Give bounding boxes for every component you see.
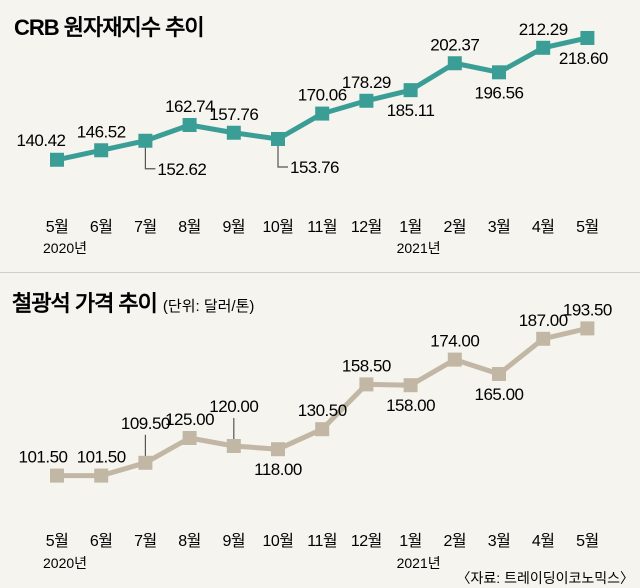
iron-ore-chart-title: 철광석 가격 추이: [12, 291, 157, 316]
ironore-value-label: 101.50: [19, 448, 68, 467]
crb-point-marker: [226, 125, 241, 140]
crb-value-label: 185.11: [387, 101, 435, 120]
crb-value-label: 202.37: [430, 35, 479, 54]
crb-point-marker: [315, 106, 330, 121]
ironore-value-label: 158.00: [386, 396, 435, 415]
ironore-point-marker: [536, 331, 551, 346]
crb-value-label: 212.29: [519, 20, 568, 39]
crb-point-marker: [359, 93, 374, 108]
iron-ore-title-group: 철광석 가격 추이 (단위: 달러/톤): [12, 291, 254, 316]
source-note: 〈자료: 트레이딩이코노믹스〉: [457, 570, 634, 586]
ironore-value-label: 109.50: [121, 414, 170, 433]
ironore-point-marker: [94, 468, 109, 483]
crb-value-label: 178.29: [342, 73, 391, 92]
ironore-point-marker: [50, 468, 64, 483]
crb-x-tick-label: 5월: [46, 218, 69, 236]
crb-point-marker: [271, 131, 285, 146]
section-divider: [0, 272, 640, 273]
crb-value-label: 153.76: [290, 158, 339, 177]
ironore-x-tick-label: 1월: [399, 532, 422, 550]
crb-point-marker: [182, 117, 197, 132]
ironore-point-marker: [359, 377, 374, 392]
crb-x-tick-label: 10월: [262, 218, 293, 236]
crb-value-label: 196.56: [475, 83, 524, 102]
crb-x-tick-label: 8월: [178, 218, 201, 236]
ironore-x-tick-label: 10월: [262, 532, 293, 550]
ironore-year-label: 2021년: [397, 555, 441, 571]
ironore-x-tick-label: 12월: [351, 532, 382, 550]
crb-year-label: 2021년: [397, 240, 441, 256]
crb-point-marker: [138, 133, 153, 148]
ironore-value-label: 120.00: [209, 397, 258, 416]
ironore-value-label: 165.00: [475, 385, 524, 404]
ironore-value-label: 158.50: [342, 356, 391, 375]
ironore-x-tick-label: 6월: [90, 532, 113, 550]
crb-point-marker: [403, 83, 418, 98]
crb-x-tick-label: 3월: [488, 218, 511, 236]
crb-leader-2: [144, 140, 156, 170]
crb-point-marker: [447, 56, 462, 71]
ironore-x-tick-label: 3월: [488, 532, 511, 550]
crb-x-tick-label: 11월: [307, 218, 337, 236]
crb-value-label: 140.42: [17, 131, 66, 150]
crb-index-chart: CRB 원자재지수 추이 140.42 146.52 152.62 162.74157…: [14, 15, 608, 256]
crb-x-tick-label: 7월: [134, 218, 157, 236]
ironore-value-label: 187.00: [519, 311, 568, 330]
crb-value-label: 218.60: [559, 49, 608, 68]
crb-point-marker: [94, 143, 109, 158]
ironore-x-tick-label: 5월: [46, 532, 69, 550]
crb-point-marker: [492, 65, 506, 80]
ironore-value-label: 101.50: [77, 448, 126, 467]
crb-point-marker: [50, 152, 64, 167]
crb-point-marker: [536, 40, 551, 55]
ironore-x-tick-label: 7월: [134, 532, 157, 550]
ironore-value-label: 174.00: [430, 332, 479, 351]
ironore-x-tick-label: 9월: [222, 532, 245, 550]
ironore-point-marker: [580, 321, 595, 336]
crb-x-tick-label: 5월: [576, 218, 599, 236]
ironore-value-label: 125.00: [165, 410, 214, 429]
ironore-point-marker: [138, 455, 153, 470]
crb-x-tick-label: 6월: [90, 218, 113, 236]
ironore-year-label: 2020년: [43, 555, 87, 571]
ironore-x-tick-label: 8월: [178, 532, 201, 550]
crb-value-label: 170.06: [298, 86, 347, 105]
crb-x-tick-label: 1월: [399, 218, 422, 236]
ironore-x-tick-label: 2월: [443, 532, 466, 550]
ironore-point-marker: [403, 378, 418, 393]
crb-point-marker: [580, 30, 595, 45]
ironore-point-marker: [447, 352, 462, 367]
iron-ore-unit-label: (단위: 달러/톤): [163, 298, 255, 315]
ironore-point-marker: [492, 367, 506, 381]
crb-x-tick-label: 12월: [351, 218, 382, 236]
ironore-value-label: 118.00: [254, 460, 302, 479]
crb-x-tick-label: 4월: [532, 218, 555, 236]
iron-ore-chart: 철광석 가격 추이 (단위: 달러/톤) 101.50 101.50109.5012…: [12, 291, 612, 571]
ironore-x-tick-label: 11월: [307, 532, 337, 550]
ironore-x-tick-label: 5월: [576, 532, 599, 550]
crb-value-label: 152.62: [157, 160, 206, 179]
crb-value-label: 146.52: [77, 122, 126, 141]
ironore-point-marker: [315, 422, 330, 437]
crb-value-label: 157.76: [209, 105, 258, 124]
crb-leader-5: [277, 138, 288, 168]
ironore-point-marker: [226, 439, 241, 453]
ironore-point-marker: [271, 442, 285, 457]
crb-x-tick-label: 2월: [443, 218, 466, 236]
crb-value-label: 162.74: [165, 97, 214, 116]
ironore-value-label: 193.50: [563, 300, 612, 319]
crb-x-tick-label: 9월: [222, 218, 245, 236]
crb-year-label: 2020년: [43, 240, 87, 256]
crb-chart-title: CRB 원자재지수 추이: [14, 15, 204, 40]
ironore-value-label: 130.50: [298, 401, 347, 420]
ironore-point-marker: [182, 431, 197, 445]
ironore-x-tick-label: 4월: [532, 532, 555, 550]
